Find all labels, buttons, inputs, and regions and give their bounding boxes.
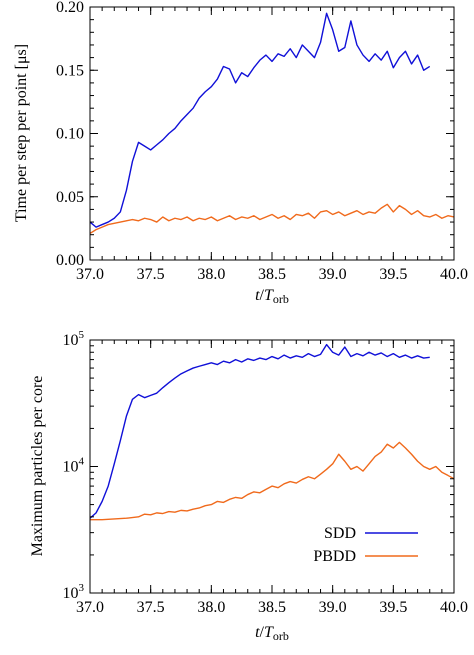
series-line-sdd [90, 343, 430, 519]
x-tick-label: 39.0 [319, 266, 347, 283]
y-tick-label: 0.15 [56, 62, 84, 79]
y-tick-label: 0.00 [56, 252, 84, 269]
y-tick-label: 105 [63, 329, 85, 349]
x-tick-label: 40.0 [440, 266, 468, 283]
legend: SDD PBDD [313, 525, 418, 565]
x-tick-label: 39.5 [379, 266, 407, 283]
plot-frame [89, 6, 455, 261]
x-axis-label: t/Torb [255, 287, 289, 306]
y-tick-label: 0.05 [56, 189, 84, 206]
x-tick-label: 40.0 [440, 599, 468, 616]
x-tick-label: 37.0 [76, 599, 104, 616]
x-tick-label: 37.5 [137, 266, 165, 283]
max-particles-chart: 37.0 37.5 38.0 38.5 39.0 39.5 40.0 103 104 105 Ma… [29, 329, 468, 643]
legend-item-pbdd: PBDD [313, 548, 418, 565]
legend-label-sdd: SDD [324, 525, 356, 542]
y-axis-label: Maximum particles per core [29, 376, 46, 557]
x-tick-label: 38.0 [197, 599, 225, 616]
max-particles-series [90, 343, 454, 521]
x-axis-label: t/Torb [255, 624, 289, 643]
x-tick-label: 37.5 [137, 599, 165, 616]
x-tick-label: 38.5 [258, 266, 286, 283]
x-tick-label: 39.0 [319, 599, 347, 616]
max-particles-ticks: 37.0 37.5 38.0 38.5 39.0 39.5 40.0 103 104 105 [63, 329, 469, 616]
y-tick-label: 0.20 [56, 0, 84, 16]
x-tick-label: 38.5 [258, 599, 286, 616]
series-line-sdd [90, 12, 431, 228]
legend-item-sdd: SDD [324, 525, 418, 542]
plot-frame [89, 339, 455, 594]
series-line-pbdd [90, 441, 454, 521]
y-tick-label: 103 [63, 582, 85, 602]
series-line-pbdd [90, 203, 454, 235]
time-per-step-series [90, 12, 454, 235]
y-tick-label: 0.10 [56, 126, 84, 143]
y-axis-label: Time per step per point [μs] [13, 44, 30, 222]
x-tick-label: 38.0 [197, 266, 225, 283]
y-tick-label: 104 [63, 456, 85, 476]
x-tick-label: 37.0 [76, 266, 104, 283]
time-per-step-chart: 37.0 37.5 38.0 38.5 39.0 39.5 40.0 0.00 0.05 0.10… [13, 0, 468, 306]
x-tick-label: 39.5 [379, 599, 407, 616]
legend-label-pbdd: PBDD [313, 548, 356, 565]
time-per-step-ticks: 37.0 37.5 38.0 38.5 39.0 39.5 40.0 0.00 0.05 0.10… [56, 0, 468, 283]
